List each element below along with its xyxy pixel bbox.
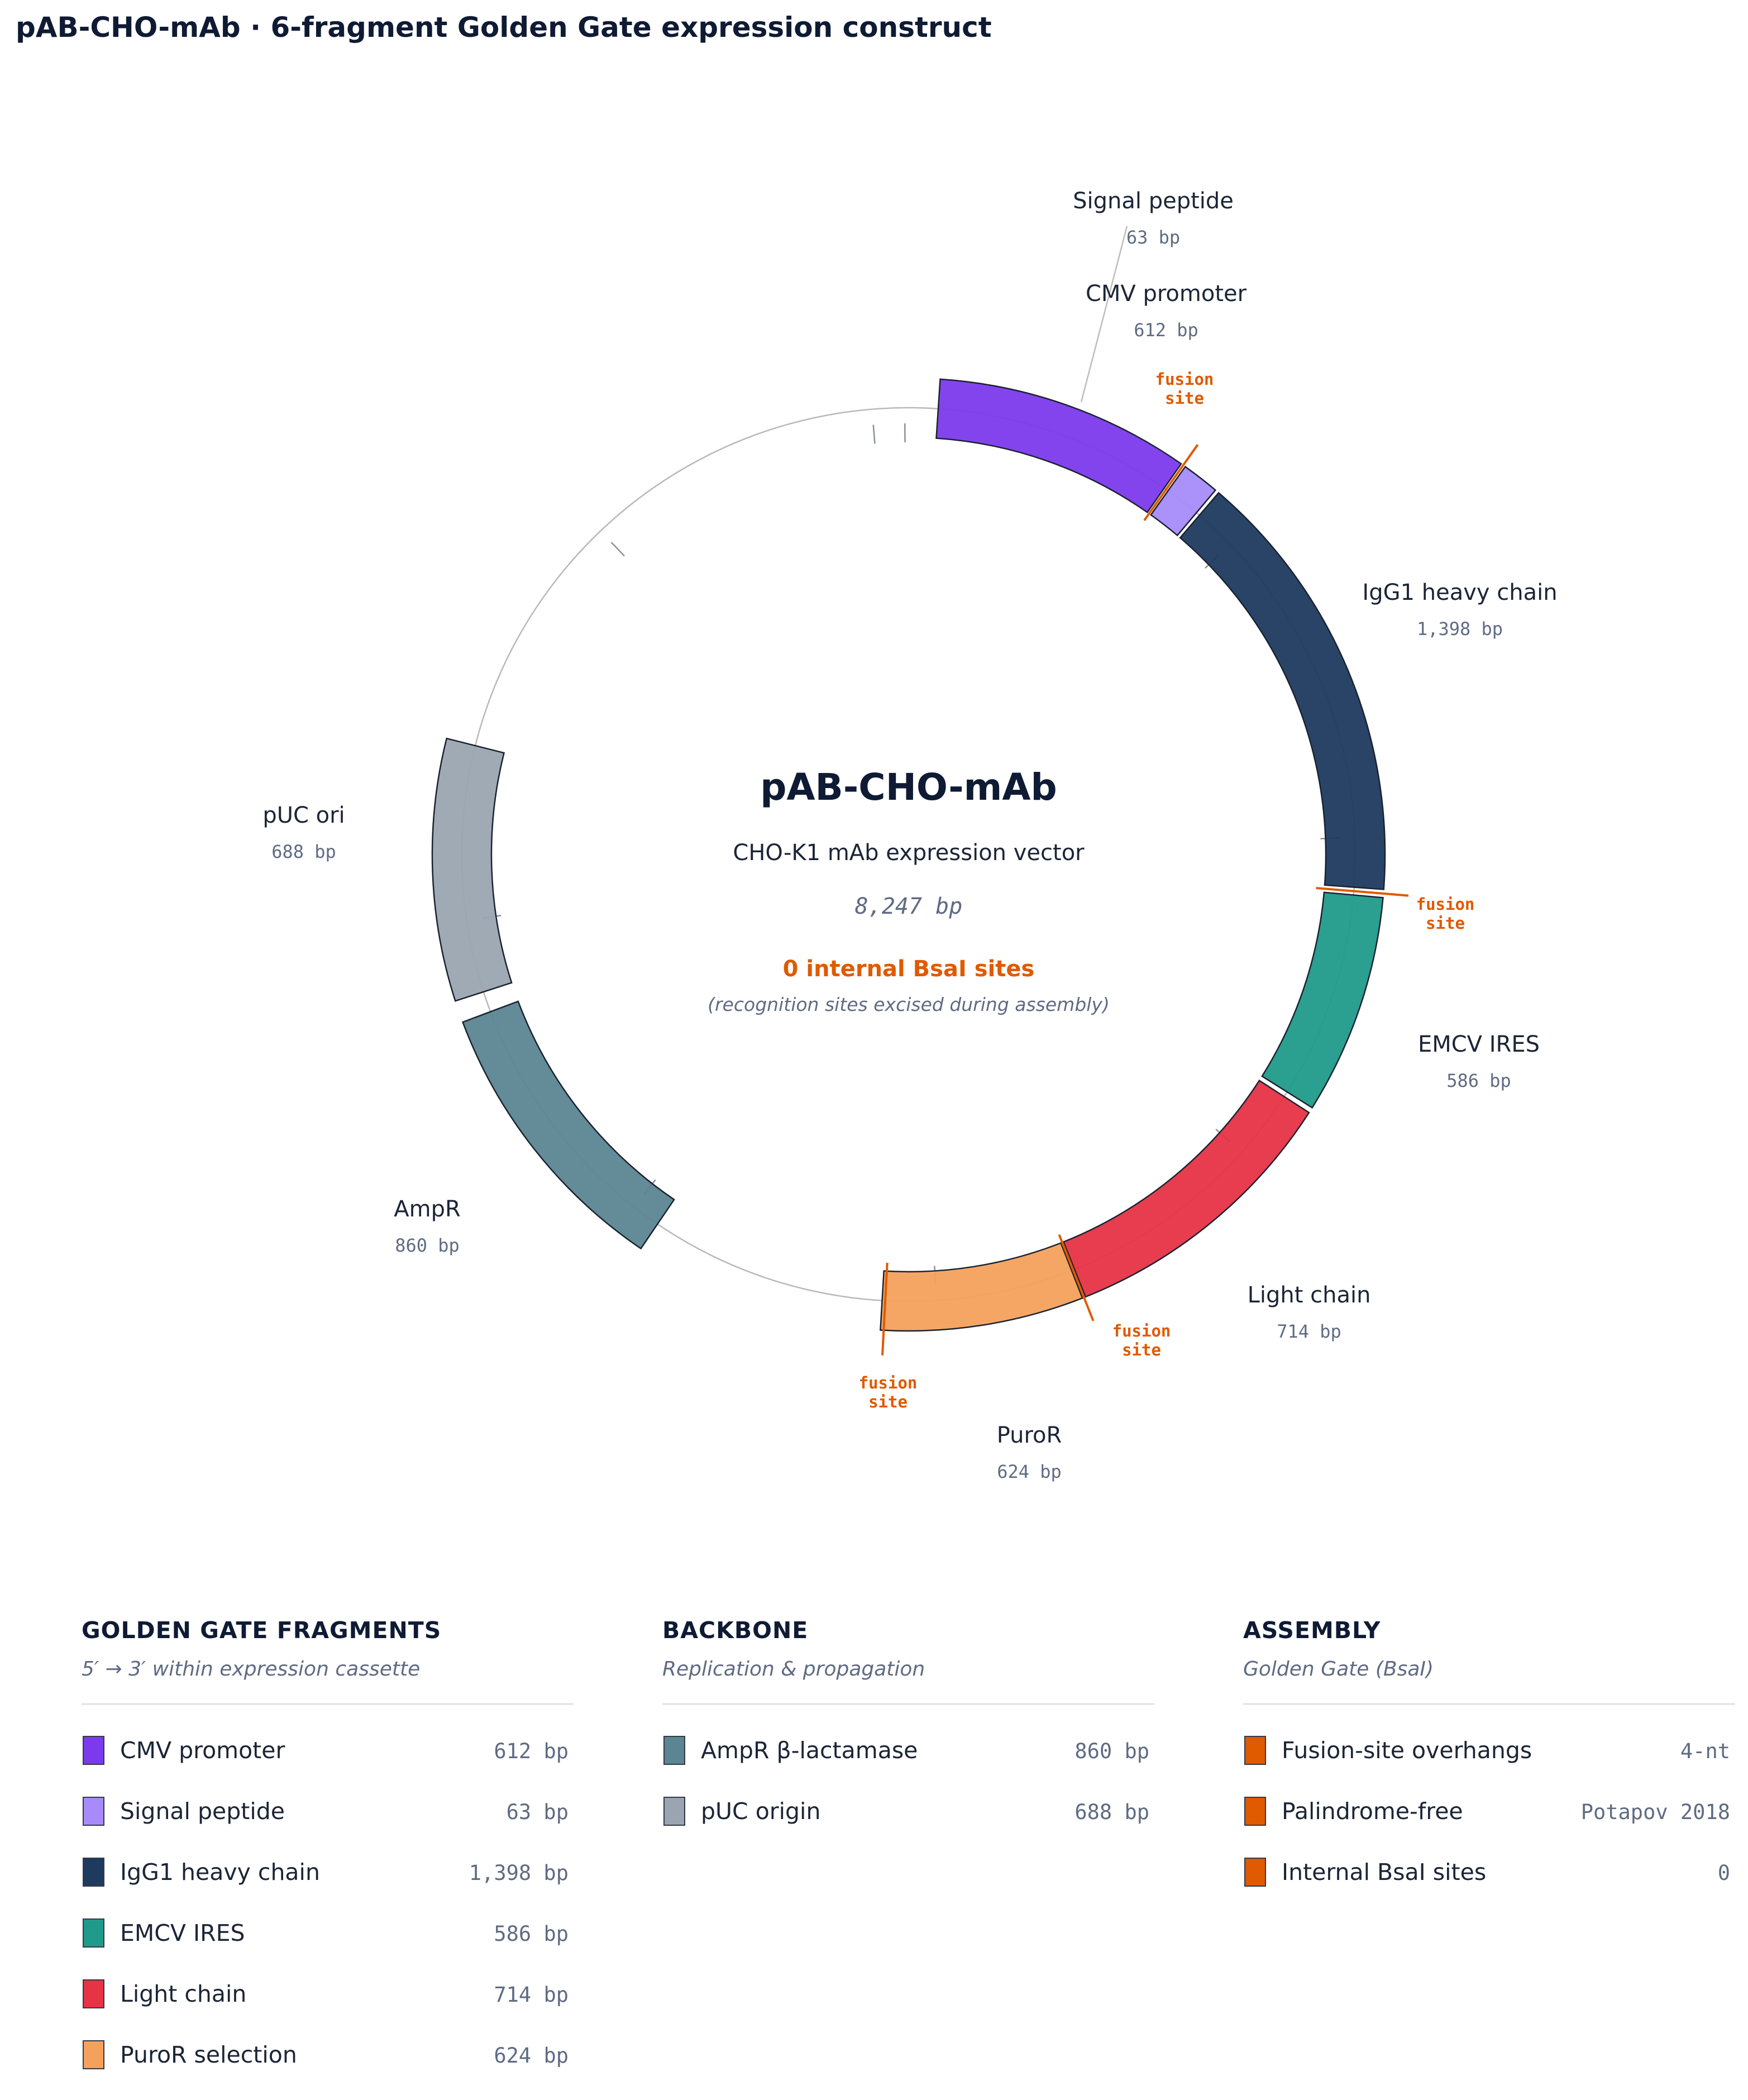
- position-tick: [610, 542, 625, 557]
- bp-puror: 624 bp: [997, 1461, 1062, 1482]
- legend-item-label: Light chain: [120, 1980, 246, 2007]
- label-puc-ori: pUC ori: [262, 803, 345, 828]
- legend-swatch: [663, 1736, 685, 1765]
- legend-swatch: [83, 1797, 104, 1826]
- legend-backbone-title: BACKBONE: [662, 1617, 808, 1644]
- legend-item-label: AmpR β-lactamase: [701, 1737, 918, 1764]
- legend-swatch: [83, 1736, 104, 1765]
- fusion-site-line[interactable]: [1316, 886, 1409, 897]
- arc-igg1-heavy-chain[interactable]: [1179, 491, 1386, 890]
- legend-fragments: GOLDEN GATE FRAGMENTS 5′ → 3′ within exp…: [82, 1617, 574, 2069]
- legend-item-label: EMCV IRES: [120, 1920, 245, 1946]
- legend-fragments-title: GOLDEN GATE FRAGMENTS: [82, 1617, 441, 1644]
- label-emcv-ires: EMCV IRES: [1418, 1032, 1540, 1057]
- label-puror: PuroR: [997, 1423, 1062, 1448]
- label-cmv-promoter: CMV promoter: [1086, 281, 1247, 307]
- legend-item-value: 4-nt: [1680, 1739, 1730, 1763]
- legend-item-value: Potapov 2018: [1581, 1800, 1730, 1824]
- label-signal-peptide: Signal peptide: [1073, 188, 1234, 214]
- bp-igg1-heavy-chain: 1,398 bp: [1417, 618, 1503, 639]
- fusion-site-line[interactable]: [881, 1262, 889, 1356]
- legend-swatch: [83, 1979, 104, 2008]
- legend-item-label: Fusion-site overhangs: [1282, 1737, 1532, 1764]
- signal-peptide-leader-line: [1080, 226, 1128, 403]
- label-igg1-heavy-chain: IgG1 heavy chain: [1362, 580, 1557, 605]
- legend-swatch: [663, 1797, 685, 1826]
- legend-backbone: BACKBONE Replication & propagation AmpR …: [662, 1617, 1154, 1826]
- legend-item-value: 860 bp: [1074, 1739, 1149, 1763]
- legend-item-label: CMV promoter: [120, 1737, 285, 1764]
- construct-size: 8,247 bp: [855, 894, 963, 919]
- legend-swatch: [83, 2040, 104, 2069]
- fusion-site-label: fusion site: [1112, 1321, 1171, 1359]
- legend-swatch: [1244, 1736, 1266, 1765]
- construct-description: CHO-K1 mAb expression vector: [733, 840, 1085, 866]
- arc-puc-ori[interactable]: [431, 737, 513, 1002]
- legend-item-label: Palindrome-free: [1282, 1798, 1463, 1825]
- position-tick: [872, 424, 876, 444]
- fusion-site-line[interactable]: [1058, 1234, 1095, 1321]
- legend-item-label: Internal BsaI sites: [1282, 1859, 1486, 1886]
- legend-fragments-subtitle: 5′ → 3′ within expression cassette: [82, 1658, 420, 1681]
- legend-swatch: [1244, 1797, 1266, 1826]
- arc-signal-peptide[interactable]: [1150, 465, 1217, 537]
- feature-labels: Signal peptide 63 bp CMV promoter 612 bp…: [262, 188, 1557, 1482]
- legend-item-value: 688 bp: [1074, 1800, 1149, 1824]
- fusion-site-label: fusion site: [1416, 895, 1475, 933]
- legend-item-label: pUC origin: [701, 1798, 820, 1825]
- bp-emcv-ires: 586 bp: [1446, 1070, 1511, 1091]
- internal-sites-note: (recognition sites excised during assemb…: [708, 994, 1110, 1015]
- legend-item-value: 586 bp: [494, 1922, 569, 1946]
- legend-item-value: 0: [1718, 1861, 1730, 1885]
- legend-item-value: 714 bp: [494, 1983, 569, 2007]
- internal-sites-count: 0 internal BsaI sites: [783, 956, 1035, 982]
- arc-puror[interactable]: [880, 1242, 1083, 1332]
- label-light-chain: Light chain: [1248, 1282, 1371, 1308]
- legend-item-value: 624 bp: [494, 2044, 569, 2068]
- bp-cmv-promoter: 612 bp: [1134, 319, 1198, 341]
- feature-arcs: [431, 378, 1386, 1332]
- fusion-site-markers: fusion site fusion site fusion site fusion s…: [859, 370, 1475, 1411]
- bp-ampr: 860 bp: [395, 1235, 460, 1256]
- bp-light-chain: 714 bp: [1277, 1321, 1341, 1342]
- page-title: pAB-CHO-mAb · 6-fragment Golden Gate exp…: [16, 11, 992, 44]
- legend-assembly-title: ASSEMBLY: [1243, 1617, 1381, 1644]
- arc-light-chain[interactable]: [1062, 1079, 1310, 1298]
- label-ampr: AmpR: [394, 1196, 461, 1222]
- fusion-site-line[interactable]: [1143, 444, 1199, 522]
- legend-item-label: PuroR selection: [120, 2041, 297, 2068]
- arc-emcv-ires[interactable]: [1261, 891, 1384, 1109]
- bp-signal-peptide: 63 bp: [1126, 227, 1180, 248]
- legend-assembly: ASSEMBLY Golden Gate (BsaI) Fusion-site …: [1243, 1617, 1735, 1887]
- fusion-site-label: fusion site: [859, 1373, 918, 1411]
- bp-puc-ori: 688 bp: [271, 841, 336, 862]
- arc-cmv-promoter[interactable]: [935, 378, 1182, 514]
- legend-assembly-subtitle: Golden Gate (BsaI): [1243, 1658, 1434, 1681]
- legend-swatch: [1244, 1858, 1266, 1887]
- legend-item-value: 63 bp: [507, 1800, 569, 1824]
- arc-ampr[interactable]: [461, 1000, 675, 1250]
- construct-name: pAB-CHO-mAb: [760, 766, 1057, 809]
- legend-backbone-subtitle: Replication & propagation: [662, 1658, 925, 1681]
- legend-item-value: 1,398 bp: [469, 1861, 569, 1885]
- legend-item-label: IgG1 heavy chain: [120, 1859, 320, 1886]
- legend-swatch: [83, 1918, 104, 1948]
- map-center-info: pAB-CHO-mAb CHO-K1 mAb expression vector…: [708, 766, 1110, 1015]
- legend-item-label: Signal peptide: [120, 1798, 285, 1825]
- fusion-site-label: fusion site: [1155, 370, 1214, 408]
- legend-swatch: [83, 1858, 104, 1887]
- legend-item-value: 612 bp: [494, 1739, 569, 1763]
